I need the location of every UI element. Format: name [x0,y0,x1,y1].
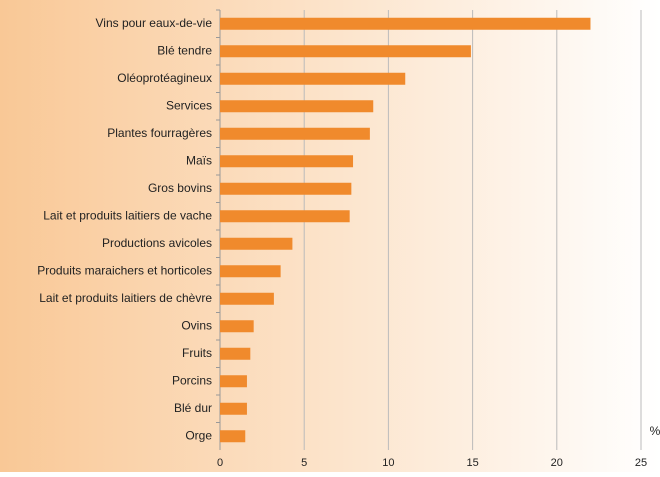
y-tick-label: Vins pour eaux-de-vie [95,16,212,30]
y-tick-label: Blé dur [174,401,212,415]
y-tick-label: Porcins [172,373,212,387]
y-tick-label: Plantes fourragères [107,126,212,140]
x-tick-label: 20 [551,457,563,469]
y-tick-label: Ovins [181,318,212,332]
y-tick-label: Produits maraichers et horticoles [37,263,212,277]
bar [220,45,471,58]
bar [220,17,591,30]
y-tick-label: Gros bovins [148,181,212,195]
y-tick-label: Services [166,98,212,112]
bar [220,100,374,113]
bar [220,265,281,278]
y-tick-label: Maïs [186,153,212,167]
x-tick-label: 25 [635,457,647,469]
bar [220,402,247,415]
x-axis-label: % [650,424,660,438]
bar [220,127,370,140]
x-tick-label: 5 [301,457,307,469]
bar [220,375,247,388]
y-tick-label: Oléoprotéagineux [117,71,212,85]
x-tick-label: 10 [382,457,394,469]
bar [220,182,352,195]
y-tick-label: Productions avicoles [102,236,212,250]
bar [220,237,293,250]
bar [220,72,406,85]
y-tick-label: Lait et produits laitiers de vache [43,208,212,222]
y-tick-label: Lait et produits laitiers de chèvre [39,291,212,305]
y-tick-label: Blé tendre [157,43,212,57]
bar [220,430,246,443]
bar [220,155,354,168]
bar [220,210,350,223]
y-tick-label: Fruits [182,346,212,360]
x-tick-label: 15 [466,457,478,469]
bar [220,320,254,333]
y-tick-label: Orge [185,428,212,442]
bar [220,292,274,305]
bar [220,347,251,360]
x-tick-label: 0 [217,457,223,469]
